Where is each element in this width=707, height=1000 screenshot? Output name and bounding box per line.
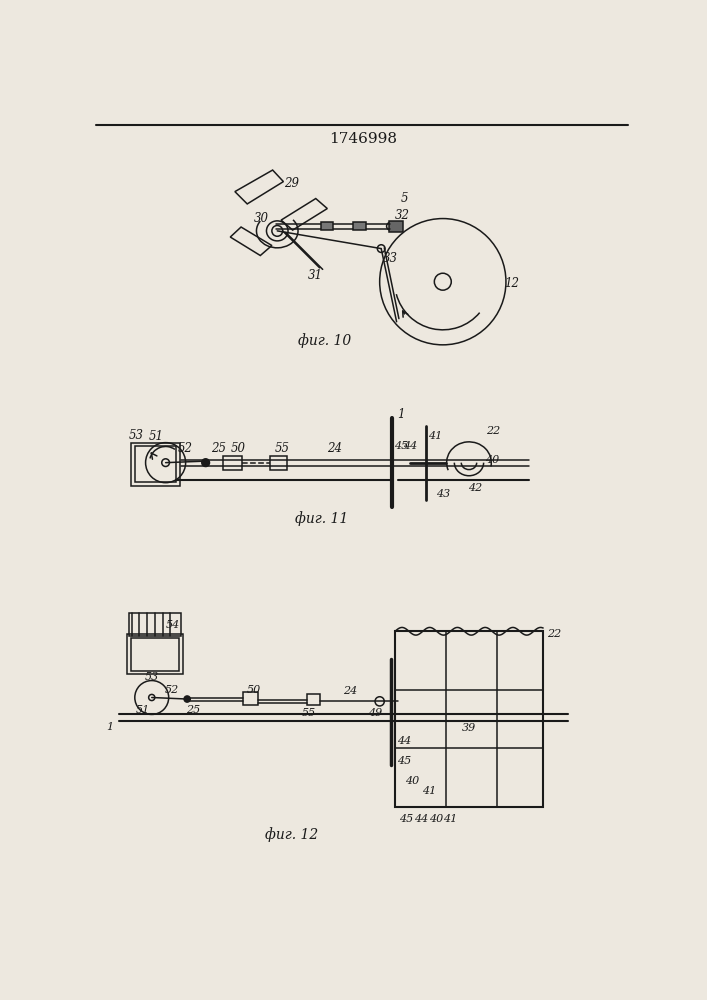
Text: 52: 52 <box>178 442 193 455</box>
Text: 45: 45 <box>394 441 409 451</box>
Text: 5: 5 <box>401 192 408 205</box>
Text: 44: 44 <box>403 441 418 451</box>
Text: 53: 53 <box>145 672 159 682</box>
Text: 24: 24 <box>344 686 358 696</box>
Text: 29: 29 <box>284 177 299 190</box>
Text: 33: 33 <box>383 252 398 265</box>
Bar <box>270 456 287 470</box>
Text: 51: 51 <box>149 430 164 443</box>
Text: 40: 40 <box>405 776 419 786</box>
Bar <box>131 638 179 671</box>
Text: 53: 53 <box>129 429 144 442</box>
Bar <box>354 222 366 230</box>
Text: 44: 44 <box>397 736 411 746</box>
Text: фиг. 12: фиг. 12 <box>265 827 319 842</box>
Bar <box>243 692 258 705</box>
Bar <box>321 222 334 230</box>
Text: 43: 43 <box>436 489 450 499</box>
Text: 41: 41 <box>443 814 457 824</box>
Bar <box>395 631 543 807</box>
Text: фиг. 11: фиг. 11 <box>295 511 348 526</box>
Text: 40: 40 <box>485 455 499 465</box>
Circle shape <box>201 459 209 466</box>
Text: 1: 1 <box>107 722 114 732</box>
Text: 22: 22 <box>486 426 501 436</box>
Bar <box>131 443 180 486</box>
Text: 41: 41 <box>428 431 442 441</box>
Text: фиг. 10: фиг. 10 <box>298 333 351 348</box>
Text: 52: 52 <box>165 685 179 695</box>
Text: 39: 39 <box>462 723 476 733</box>
Text: 45: 45 <box>397 756 411 766</box>
Text: 44: 44 <box>414 814 428 824</box>
Text: 49: 49 <box>368 708 382 718</box>
Text: 12: 12 <box>505 277 520 290</box>
Bar <box>135 446 176 482</box>
Text: 50: 50 <box>246 685 260 695</box>
Bar <box>308 694 320 705</box>
Text: 50: 50 <box>230 442 245 455</box>
Text: 55: 55 <box>302 708 316 718</box>
Text: 24: 24 <box>327 442 342 455</box>
Text: 32: 32 <box>395 209 409 222</box>
Text: 31: 31 <box>308 269 322 282</box>
Text: 51: 51 <box>135 705 150 715</box>
Bar <box>127 634 182 674</box>
Text: 25: 25 <box>211 442 226 455</box>
Text: 55: 55 <box>275 442 290 455</box>
Bar <box>223 456 242 470</box>
Text: 30: 30 <box>254 212 269 225</box>
Text: 1: 1 <box>397 408 405 421</box>
Text: 1746998: 1746998 <box>329 132 397 146</box>
Bar <box>389 221 403 232</box>
Text: 42: 42 <box>468 483 482 493</box>
Text: 54: 54 <box>166 620 180 630</box>
Text: 40: 40 <box>430 814 444 824</box>
Text: 22: 22 <box>547 629 561 639</box>
Circle shape <box>184 696 190 702</box>
Bar <box>129 613 181 636</box>
Text: 45: 45 <box>399 814 413 824</box>
Text: 41: 41 <box>422 786 436 796</box>
Text: 25: 25 <box>186 705 201 715</box>
